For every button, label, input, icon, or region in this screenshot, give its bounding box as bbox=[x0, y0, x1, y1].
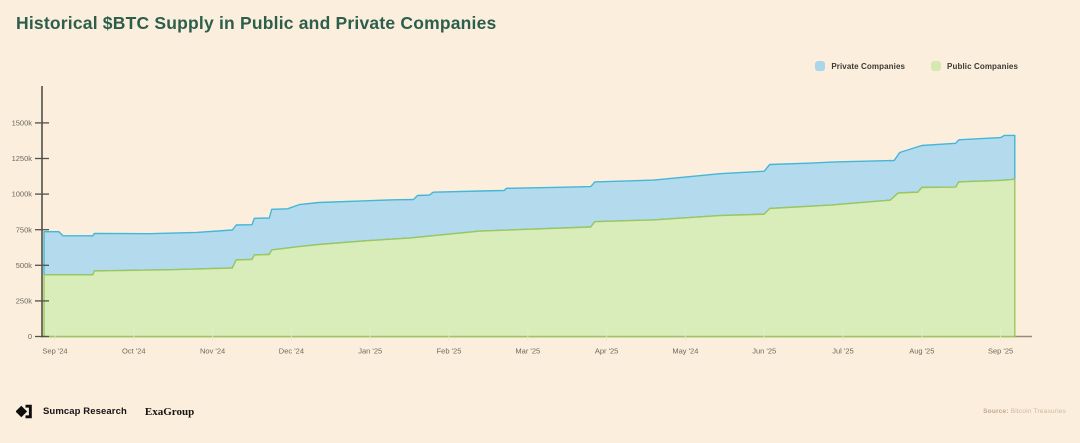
x-tick-label: Mar '25 bbox=[515, 347, 540, 356]
y-tick-label: 1500k bbox=[12, 119, 33, 128]
source-credit: Source: Bitcoin Treasuries bbox=[983, 408, 1066, 415]
legend-item-private: Private Companies bbox=[815, 61, 905, 71]
public-companies-swatch bbox=[931, 61, 942, 71]
x-tick-label: Jun '25 bbox=[752, 347, 776, 356]
x-tick-label: Oct '24 bbox=[122, 347, 146, 356]
y-tick-label: 1000k bbox=[12, 190, 33, 199]
x-tick-label: Dec '24 bbox=[279, 347, 304, 356]
legend-item-public: Public Companies bbox=[931, 61, 1018, 71]
y-tick-label: 500k bbox=[16, 261, 33, 270]
y-tick-label: 0 bbox=[28, 332, 32, 341]
x-tick-label: May '24 bbox=[672, 347, 698, 356]
footer-brand-text: Sumcap Research bbox=[43, 406, 127, 417]
y-tick-label: 250k bbox=[16, 297, 33, 306]
x-tick-label: Apr '25 bbox=[595, 347, 619, 356]
footer: Sumcap Research ExaGroup bbox=[16, 404, 194, 419]
page-title: Historical $BTC Supply in Public and Pri… bbox=[16, 13, 497, 33]
source-value: Bitcoin Treasuries bbox=[1010, 408, 1066, 415]
source-label: Source: bbox=[983, 408, 1009, 415]
legend-label-private: Private Companies bbox=[831, 61, 906, 71]
x-tick-label: Aug '25 bbox=[909, 347, 934, 356]
x-tick-label: Jan '25 bbox=[358, 347, 382, 356]
chart-legend: Private Companies Public Companies bbox=[815, 61, 1018, 71]
x-tick-label: Feb '25 bbox=[437, 347, 462, 356]
private-companies-swatch bbox=[815, 61, 826, 71]
x-tick-label: Jul '25 bbox=[832, 347, 853, 356]
sumcap-logo-icon bbox=[16, 404, 33, 419]
y-tick-label: 1250k bbox=[12, 154, 33, 163]
public-companies-area bbox=[43, 178, 1016, 338]
x-tick-label: Nov '24 bbox=[200, 347, 225, 356]
x-tick-label: Sep '25 bbox=[988, 347, 1013, 356]
footer-partner-text: ExaGroup bbox=[144, 405, 195, 418]
legend-label-public: Public Companies bbox=[947, 61, 1018, 71]
x-tick-label: Sep '24 bbox=[42, 347, 67, 356]
y-tick-label: 750k bbox=[16, 225, 33, 234]
